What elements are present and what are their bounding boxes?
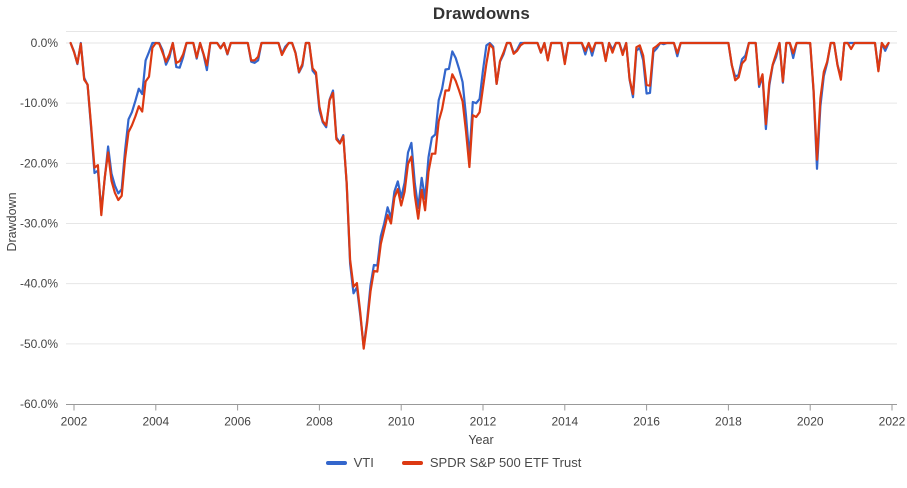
x-axis-tick-label: 2022 [879, 415, 906, 429]
y-axis-tick-label: -40.0% [20, 277, 58, 291]
x-axis-tick-label: 2014 [551, 415, 578, 429]
y-axis-tick-label: -50.0% [20, 337, 58, 351]
legend-label-vti: VTI [353, 455, 374, 470]
vti-line-swatch [325, 460, 347, 465]
chart-legend: VTI SPDR S&P 500 ETF Trust [0, 455, 907, 470]
spdr-sp500-line[interactable] [69, 41, 890, 350]
x-axis-tick-label: 2004 [142, 415, 169, 429]
y-axis-tick-label: 0.0% [31, 36, 59, 50]
x-axis-tick-label: 2006 [224, 415, 251, 429]
vti-line[interactable] [69, 41, 890, 348]
chart-title: Drawdowns [432, 4, 531, 23]
spdr-line-swatch [401, 460, 423, 465]
x-axis-tick-label: 2010 [388, 415, 415, 429]
legend-item-vti[interactable]: VTI [325, 455, 374, 470]
y-axis-tick-label: -60.0% [20, 397, 58, 411]
plot-area: 0.0% -10.0% -20.0% -30.0% -40.0% -50.0% -60.0%… [5, 31, 906, 447]
y-axis-tick-label: -20.0% [20, 156, 58, 170]
x-axis-tick-label: 2012 [470, 415, 497, 429]
x-axis-tick-label: 2002 [61, 415, 88, 429]
legend-label-spdr-sp500: SPDR S&P 500 ETF Trust [429, 455, 582, 470]
x-axis-title: Year [468, 433, 493, 447]
x-axis-tick-label: 2020 [797, 415, 824, 429]
y-axis-title: Drawdown [5, 192, 19, 251]
legend-item-spdr-sp500[interactable]: SPDR S&P 500 ETF Trust [401, 455, 582, 470]
x-axis-tick-label: 2018 [715, 415, 742, 429]
y-axis-tick-label: -10.0% [20, 96, 58, 110]
x-axis-tick-label: 2016 [633, 415, 660, 429]
x-axis-tick-label: 2008 [306, 415, 333, 429]
y-axis-tick-label: -30.0% [20, 217, 58, 231]
